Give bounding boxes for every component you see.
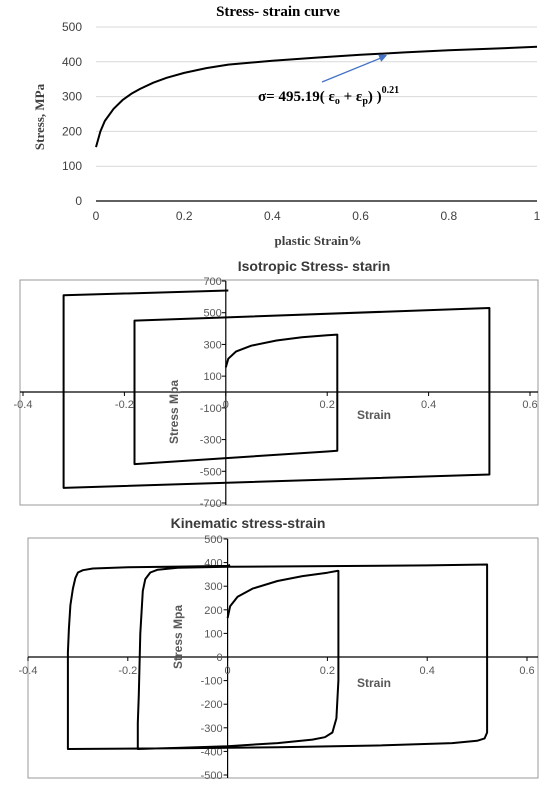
chart3-series-line: [66, 563, 489, 750]
chart3-title: Kinematic stress-strain: [171, 515, 326, 531]
chart2-y-tick-label: -100: [200, 403, 222, 415]
chart2-x-tick-label: -0.2: [115, 399, 134, 411]
chart2-x-tick-label: -0.4: [14, 399, 33, 411]
stress-strain-chart: Stress- strain curve 0 100 200 300 400 500 0 0…: [32, 4, 541, 248]
chart2-title: Isotropic Stress- starin: [238, 258, 391, 274]
chart1-x-tick-label: 0.8: [440, 209, 457, 223]
chart2-x-tick-label: 0.2: [320, 399, 335, 411]
chart1-y-tick-label: 500: [62, 20, 82, 34]
chart1-x-axis-label: plastic Strain%: [274, 233, 361, 248]
chart3-x-tick-label: 0.2: [320, 665, 335, 677]
kinematic-chart: Kinematic stress-strain -500 -400 -300 -200…: [19, 515, 539, 782]
chart3-y-tick-label: 200: [204, 605, 222, 617]
chart2-y-tick-label: -700: [200, 498, 222, 510]
chart3-y-tick-label: -200: [201, 699, 223, 711]
chart1-annotation-arrowhead: [378, 54, 388, 62]
chart3-x-tick-label: -0.2: [118, 665, 137, 677]
chart1-y-tick-label: 400: [62, 55, 82, 69]
isotropic-chart: Isotropic Stress- starin -700 -500 -300 -10…: [14, 258, 539, 510]
chart3-y-tick-label: -300: [201, 723, 223, 735]
chart1-y-tick-label: 300: [62, 90, 82, 104]
chart3-x-axis-label: Strain: [357, 676, 391, 690]
chart3-y-tick-label: 300: [204, 581, 222, 593]
chart1-series-line: [95, 45, 538, 148]
chart3-x-tick-label: 0: [225, 665, 231, 677]
chart1-x-tick-label: 1: [534, 209, 541, 223]
chart1-annotation-arrow: [321, 56, 384, 83]
chart1-y-axis-label: Stress, MPa: [32, 83, 47, 150]
chart3-x-tick-label: -0.4: [19, 665, 38, 677]
chart1-annotation-formula: σ= 495.19( εo + εp) )0.21: [258, 85, 399, 107]
chart1-x-tick-label: 0: [93, 209, 100, 223]
chart2-x-tick-label: 0.6: [522, 399, 537, 411]
chart1-title: Stress- strain curve: [216, 4, 340, 20]
chart2-series-line: [62, 289, 491, 489]
chart3-x-tick-label: 0.6: [519, 665, 534, 677]
chart1-y-tick-label: 0: [75, 194, 82, 208]
chart2-x-tick-label: 0: [223, 399, 229, 411]
chart3-y-tick-label: -400: [201, 746, 223, 758]
chart2-y-tick-label: 100: [203, 371, 221, 383]
chart3-y-tick-label: 100: [204, 628, 222, 640]
chart3-x-tick-label: 0.4: [420, 665, 435, 677]
chart3-y-axis-label: Stress Mpa: [171, 605, 185, 669]
chart2-x-axis-label: Strain: [357, 408, 391, 422]
chart3-y-tick-label: -500: [201, 770, 223, 782]
chart3-y-tick-label: 500: [204, 534, 222, 546]
chart1-y-tick-label: 100: [62, 159, 82, 173]
chart2-y-tick-label: -300: [200, 435, 222, 447]
chart1-y-tick-label: 200: [62, 124, 82, 138]
chart2-y-tick-label: 300: [203, 339, 221, 351]
chart2-x-tick-label: 0.4: [421, 399, 436, 411]
chart3-y-tick-label: 0: [216, 652, 222, 664]
chart1-x-tick-label: 0.4: [264, 209, 281, 223]
chart3-y-tick-label: -100: [201, 676, 223, 688]
chart1-x-tick-label: 0.6: [352, 209, 369, 223]
chart2-y-tick-label: -500: [200, 466, 222, 478]
chart1-x-tick-label: 0.2: [176, 209, 193, 223]
chart2-y-tick-label: 700: [203, 276, 221, 288]
chart2-y-axis-label: Stress Mpa: [167, 380, 181, 444]
